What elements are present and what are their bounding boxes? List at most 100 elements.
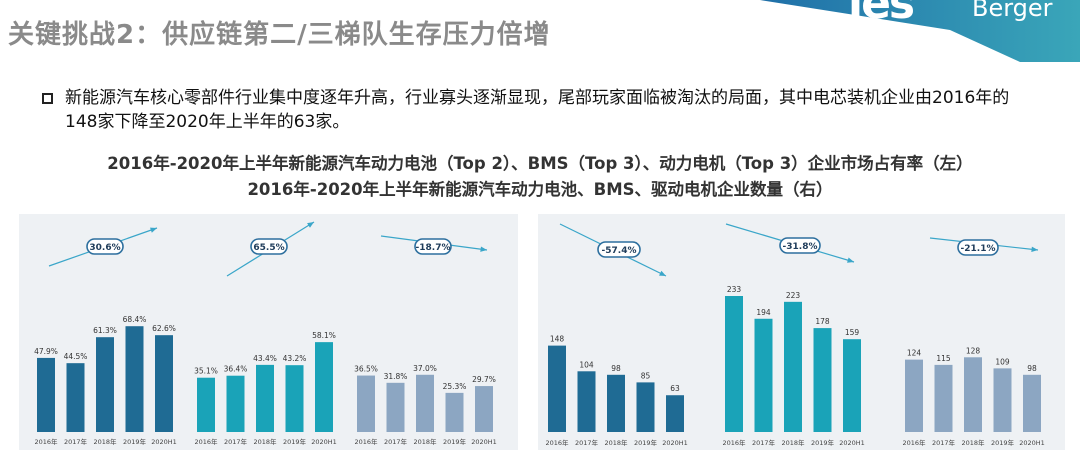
- right-group-2-bar: [843, 339, 861, 432]
- right-group-1-bar: [666, 395, 684, 432]
- right-group-2-data-label: 159: [845, 328, 860, 337]
- right-group-3-growth-badge: [957, 239, 999, 256]
- left-group-1-tick-label: 2019年: [123, 437, 147, 446]
- left-group-1-bar: [155, 335, 173, 432]
- right-group-2-data-label: 194: [756, 308, 771, 317]
- right-group-2-tick-label: 2020H1: [839, 439, 865, 447]
- left-group-1-growth-badge: [86, 238, 124, 255]
- right-group-2-tick-label: 2017年: [752, 438, 776, 447]
- company-logo-mark: ies: [848, 0, 915, 29]
- right-group-3-arrowhead-icon: [1031, 246, 1038, 252]
- right-group-1-data-label: 98: [611, 364, 621, 373]
- left-group-2-tick-label: 2019年: [283, 437, 307, 446]
- left-group-2-tick-label: 2020H1: [311, 438, 337, 446]
- chart-subtitle-right: 2016年-2020年上半年新能源汽车动力电池、BMS、驱动电机企业数量（右）: [247, 180, 833, 199]
- left-group-2-data-label: 43.2%: [283, 354, 307, 363]
- right-group-2-tick-label: 2019年: [811, 438, 835, 447]
- left-group-3-data-label: 29.7%: [472, 375, 496, 384]
- right-group-1-bar: [548, 345, 566, 432]
- right-group-1-growth-label: -57.4%: [602, 246, 637, 256]
- right-group-2-data-label: 223: [786, 291, 801, 300]
- square-bullet-icon: [42, 93, 53, 104]
- page-title: 关键挑战2：供应链第二/三梯队生存压力倍增: [8, 20, 551, 50]
- right-group-2-tick-label: 2018年: [781, 438, 805, 447]
- left-group-3-tick-label: 2018年: [413, 437, 437, 446]
- left-group-2-growth-label: 65.5%: [253, 243, 284, 253]
- right-group-1-arrowhead-icon: [659, 270, 666, 276]
- left-group-2-growth-badge: [250, 238, 288, 255]
- right-group-1-data-label: 85: [641, 371, 651, 380]
- right-group-3-data-label: 98: [1027, 364, 1037, 373]
- right-group-2-bar: [813, 328, 832, 432]
- left-group-1-data-label: 68.4%: [123, 315, 147, 324]
- chart-subtitle-left: 2016年-2020年上半年新能源汽车动力电池（Top 2）、BMS（Top 3…: [107, 154, 973, 173]
- bullet-text: 新能源汽车核心零部件行业集中度逐年升高，行业寡头逐渐显现，尾部玩家面临被淘汰的局…: [65, 88, 1010, 132]
- left-group-1-tick-label: 2017年: [64, 437, 88, 446]
- left-group-2-data-label: 36.4%: [224, 365, 248, 374]
- right-group-1-bar: [607, 374, 625, 432]
- market-share-chart: 47.9% 2016年 44.5% 2017年 61.3% 2018年 68.4% 2019年…: [34, 221, 497, 446]
- right-group-2-data-label: 233: [727, 285, 742, 294]
- left-group-2-bar: [315, 342, 333, 432]
- right-group-3-growth-label: -21.1%: [961, 244, 996, 254]
- left-group-3-data-label: 31.8%: [384, 372, 408, 381]
- company-count-chart-panel: 148 2016年 104 2017年 98 2018年 85 2019年 63 2020H1 -5…: [538, 214, 1065, 450]
- left-group-3-tick-label: 2017年: [384, 437, 408, 446]
- left-group-2-bar: [226, 375, 245, 432]
- right-group-3-data-label: 128: [966, 346, 981, 355]
- right-group-1-tick-label: 2019年: [634, 438, 658, 447]
- left-group-3-tick-label: 2019年: [443, 437, 467, 446]
- left-group-3-data-label: 37.0%: [413, 364, 437, 373]
- right-group-3-bar: [905, 359, 923, 432]
- left-group-1-arrowhead-icon: [150, 227, 157, 233]
- left-group-1-growth-label: 30.6%: [89, 243, 120, 253]
- left-group-3-bar: [386, 382, 405, 432]
- left-group-2-tick-label: 2017年: [224, 437, 248, 446]
- left-group-3-arrowhead-icon: [480, 246, 487, 252]
- right-group-2-bar: [784, 301, 802, 432]
- left-group-3-growth-label: -18.7%: [416, 243, 451, 253]
- left-group-3-bar: [357, 375, 375, 432]
- header-accent-shape: [760, 0, 1080, 62]
- right-group-3-tick-label: 2018年: [961, 438, 985, 447]
- left-group-2-bar: [256, 364, 274, 432]
- left-group-2-arrowhead-icon: [307, 222, 314, 228]
- left-group-3-growth-badge: [414, 238, 452, 255]
- right-group-1-tick-label: 2018年: [604, 438, 628, 447]
- right-group-3-tick-label: 2017年: [932, 438, 956, 447]
- right-group-3-bar: [934, 364, 953, 432]
- left-group-1-tick-label: 2020H1: [151, 438, 177, 446]
- right-group-3-tick-label: 2016年: [902, 438, 926, 447]
- left-group-1-data-label: 62.6%: [152, 324, 176, 333]
- right-group-1-data-label: 104: [579, 360, 594, 369]
- left-group-1-tick-label: 2016年: [34, 437, 58, 446]
- right-group-3-tick-label: 2019年: [991, 438, 1015, 447]
- right-group-2-tick-label: 2016年: [722, 438, 746, 447]
- left-group-1-data-label: 61.3%: [93, 326, 117, 335]
- left-group-2-data-label: 58.1%: [312, 331, 336, 340]
- left-group-2-tick-label: 2018年: [253, 437, 277, 446]
- right-group-2-arrowhead-icon: [847, 257, 854, 263]
- right-group-3-data-label: 109: [995, 357, 1010, 366]
- right-group-2-growth-badge: [779, 237, 821, 254]
- right-group-2-data-label: 178: [815, 317, 830, 326]
- left-group-3-bar: [445, 392, 464, 432]
- right-group-3-data-label: 124: [907, 349, 922, 358]
- right-group-1-bar: [577, 371, 596, 432]
- right-group-3-data-label: 115: [936, 354, 951, 363]
- right-group-3-bar: [993, 368, 1012, 432]
- right-group-1-tick-label: 2020H1: [662, 439, 688, 447]
- left-group-3-bar: [475, 386, 493, 432]
- left-group-2-tick-label: 2016年: [194, 437, 218, 446]
- left-group-3-tick-label: 2016年: [354, 437, 378, 446]
- left-group-1-bar: [66, 363, 85, 432]
- left-group-2-bar: [285, 365, 304, 432]
- right-group-1-growth-badge: [597, 241, 641, 258]
- left-group-3-data-label: 25.3%: [443, 382, 467, 391]
- left-group-2-bar: [197, 377, 215, 432]
- company-logo-text: Berger: [972, 0, 1053, 22]
- header-banner: [760, 0, 1080, 62]
- right-group-2-bar: [725, 296, 743, 432]
- company-count-chart: 148 2016年 104 2017年 98 2018年 85 2019年 63 2020H1 -5…: [545, 223, 1045, 447]
- left-group-1-tick-label: 2018年: [93, 437, 117, 446]
